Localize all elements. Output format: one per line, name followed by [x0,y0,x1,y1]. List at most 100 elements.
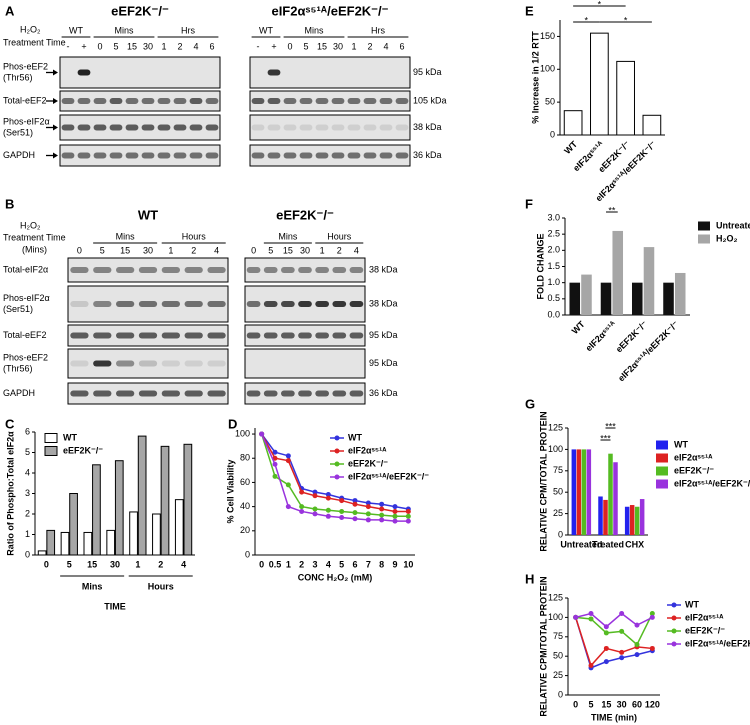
band [315,267,329,273]
x-tick-label: 8 [379,559,384,569]
point [272,455,278,461]
kda-label: 95 kDa [369,358,398,368]
lane-header: Mins [278,231,298,241]
x-tick-label: 5 [588,699,593,709]
band [207,301,226,307]
band [125,124,139,131]
lane-label: 2 [177,41,182,51]
point [312,506,318,512]
kda-label: 38 kDa [369,298,398,308]
band [363,124,377,131]
band [116,332,135,339]
legend-marker [671,615,677,621]
lane-header: Hours [327,231,352,241]
band [299,98,313,104]
x-tick-label: 3 [312,559,317,569]
band [109,124,123,131]
band [116,360,135,367]
x-tick-label: 0 [573,699,578,709]
band [161,267,180,273]
point [379,501,385,507]
band [70,360,89,367]
band [189,98,203,104]
blot-title: eEF2K⁻/⁻ [111,3,169,18]
y-tick-label: 3 [25,488,30,498]
lane-label: + [81,41,86,51]
band [61,98,75,104]
band [349,301,364,307]
x-tick-label: Treated [592,539,624,549]
significance-label: * [598,0,602,9]
band [125,98,139,104]
band [331,124,345,131]
arrow-head [53,152,58,159]
band [138,267,158,273]
legend-marker [334,474,340,480]
x-tick-label: 4 [181,559,186,569]
band [141,98,155,104]
blot-membrane [59,90,221,112]
y-tick-label: 3.0 [547,212,560,222]
band [267,124,281,131]
arrow-head [53,124,58,131]
x-tick-label: 2 [299,559,304,569]
lane-label: + [271,41,276,51]
point [312,493,318,499]
time-label: Treatment Time [3,232,66,242]
legend-label: eIF2αˢ⁵¹ᴬ/eEF2K⁻/⁻ [674,478,750,488]
row-label: (Thr56) [3,72,33,82]
band [347,152,361,159]
bar [631,282,643,315]
band [349,332,364,339]
x-tick-label: 1 [135,559,140,569]
lane-label: 30 [333,41,343,51]
legend-swatch [698,234,710,244]
point [352,516,358,522]
bar [174,499,184,556]
bar [613,462,618,535]
band [332,390,347,397]
y-axis-label: % Increase in 1/2 RTT [530,31,540,124]
band [298,390,312,397]
blot-title: WT [138,207,158,222]
bar [624,506,630,535]
band [263,301,278,307]
band [281,332,295,339]
band [263,332,278,339]
lane-label: - [67,41,70,51]
band [93,301,112,307]
point [325,495,331,501]
band [138,332,158,339]
legend-swatch [656,453,668,463]
band [347,124,361,131]
band [161,332,180,339]
band [138,390,158,397]
lane-label: 5 [113,41,118,51]
y-tick-label: 2.0 [547,245,560,255]
series-line [575,612,653,628]
point [259,431,265,437]
band [205,98,219,104]
band [161,360,180,367]
bar [152,513,161,556]
panel-letter: A [5,3,15,18]
lane-label: 30 [300,245,310,255]
band [189,124,203,131]
band [77,124,91,131]
band [70,332,89,339]
y-tick-label: 100 [235,428,250,438]
panel-letter: F [525,196,533,211]
y-tick-label: 25 [553,670,563,680]
band [267,69,281,76]
bar [643,247,655,315]
bar [569,282,581,315]
point [365,511,371,517]
band [207,390,226,397]
point [285,504,291,510]
point [392,518,398,524]
y-tick-label: 125 [548,422,563,432]
legend-label: WT [348,432,362,442]
band [251,124,265,131]
legend-marker [671,602,677,608]
band [93,390,112,397]
